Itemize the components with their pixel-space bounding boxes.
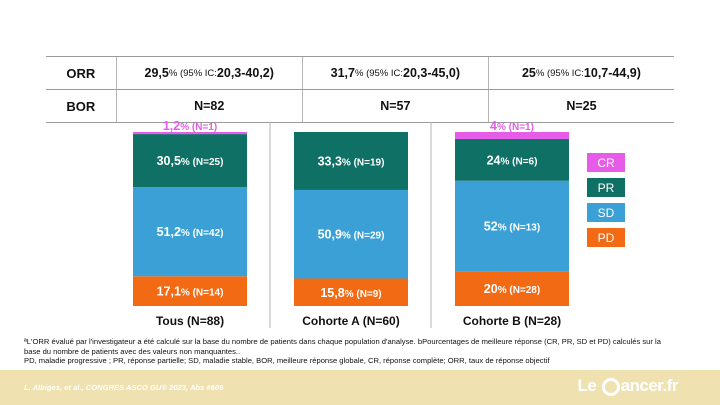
bar-segment-cr: [133, 132, 247, 135]
legend-label: CR: [597, 156, 615, 170]
data-label-count: % (N=1): [497, 122, 534, 133]
data-label-count: % (N=29): [342, 231, 385, 242]
table-row-bor: BOR N=82 N=57 N=25: [46, 90, 674, 123]
bor-cell-cohorte-b: N=25: [487, 90, 674, 122]
legend-swatch-pd: [587, 228, 625, 247]
bar-segment-pd: [294, 278, 408, 306]
data-label: 51,2% (N=42): [157, 225, 224, 239]
data-label-count: % (N=13): [498, 222, 541, 233]
bar-segment-pd: [455, 271, 569, 306]
data-label-value: 51,2: [157, 225, 181, 239]
data-label-value: 17,1: [157, 285, 181, 299]
orr-main: 29,5: [144, 66, 169, 80]
bar-segment-pd: [133, 276, 247, 306]
data-label: 50,9% (N=29): [318, 228, 385, 242]
site-logo: Le ancer.fr: [578, 376, 679, 396]
category-label: Cohorte A (N=60): [302, 314, 399, 328]
data-label: 52% (N=13): [484, 219, 540, 233]
data-label-value: 30,5: [157, 154, 181, 168]
legend-label: PD: [598, 231, 615, 245]
data-label-count: % (N=25): [181, 157, 224, 168]
bar-segment-cr: [455, 132, 569, 139]
summary-table: ORR 29,5% (95% IC: 20,3-40,2) 31,7% (95%…: [46, 56, 674, 123]
bor-cell-tous: N=82: [115, 90, 302, 122]
orr-main: 25: [521, 66, 536, 80]
bar-segment-pr: [133, 134, 247, 188]
data-label-count: % (N=14): [181, 288, 224, 299]
data-label-count: % (N=42): [181, 228, 224, 239]
footnotes: ªL'ORR évalué par l'investigateur a été …: [24, 337, 696, 366]
category-label: Cohorte B (N=28): [463, 314, 561, 328]
data-label-value: 15,8: [320, 286, 344, 300]
orr-cell-tous: 29,5% (95% IC: 20,3-40,2): [115, 57, 302, 89]
data-label-value: 33,3: [318, 154, 342, 168]
data-label-count: % (N=6): [500, 156, 537, 167]
legend-swatch-cr: [587, 153, 625, 172]
data-label: 30,5% (N=25): [157, 154, 224, 168]
orr-ci: 10,7-44,9): [583, 66, 641, 80]
data-label-count: % (N=28): [498, 285, 541, 296]
bar-segment-sd: [455, 180, 569, 272]
data-label-count: % (N=9): [345, 289, 382, 300]
data-label-value: 1,2: [163, 119, 180, 133]
data-label: 33,3% (N=19): [318, 154, 385, 168]
logo-c-icon: [601, 378, 620, 396]
data-label: 20% (N=28): [484, 282, 540, 296]
orr-cell-cohorte-b: 25% (95% IC: 10,7-44,9): [487, 57, 674, 89]
legend-swatch-sd: [587, 203, 625, 222]
bar-segment-pr: [294, 132, 408, 190]
legend-label: PR: [598, 181, 615, 195]
bar-segment-sd: [294, 189, 408, 279]
footnote-line: base du nombre de patients avec des vale…: [24, 346, 241, 356]
footer-bar: L. Albiges, et al., CONGRES ASCO GU® 202…: [0, 370, 720, 405]
stacked-bar-chart: 17,1% (N=14) 51,2% (N=42) 30,5% (N=25) 1,2%…: [133, 119, 625, 328]
legend-label: SD: [598, 206, 615, 220]
data-label-value: 52: [484, 219, 498, 233]
logo-text-post: ancer.fr: [620, 376, 679, 395]
logo-text-pre: Le: [577, 376, 601, 395]
data-label-count: % (N=1): [180, 122, 217, 133]
footnote-line: ªL'ORR évalué par l'investigateur a été …: [24, 337, 661, 346]
legend-swatch-pr: [587, 178, 625, 197]
data-label-value: 20: [484, 282, 498, 296]
orr-ci-prefix: % (95% IC:: [354, 67, 404, 79]
data-label: 15,8% (N=9): [320, 286, 381, 300]
row-header-orr: ORR: [66, 65, 96, 81]
orr-ci: 20,3-45,0): [403, 66, 461, 80]
category-label: Tous (N=88): [156, 314, 224, 328]
data-label-value: 4: [490, 119, 497, 133]
footnote-line: PD, maladie progressive ; PR, réponse pa…: [24, 356, 550, 366]
bar-segment-pr: [455, 138, 569, 181]
orr-ci: 20,3-40,2): [216, 66, 274, 80]
data-label-value: 50,9: [318, 228, 342, 242]
data-label: 1,2% (N=1): [163, 119, 217, 133]
orr-ci-prefix: % (95% IC:: [168, 67, 217, 79]
table-row-orr: ORR 29,5% (95% IC: 20,3-40,2) 31,7% (95%…: [46, 56, 674, 90]
data-label: 17,1% (N=14): [157, 285, 224, 299]
bor-cell-cohorte-a: N=57: [301, 90, 488, 122]
bar-segment-sd: [133, 187, 247, 277]
orr-main: 31,7: [330, 66, 355, 80]
row-header-bor: BOR: [66, 98, 96, 114]
citation: L. Albiges, et al., CONGRES ASCO GU® 202…: [24, 383, 224, 392]
orr-cell-cohorte-a: 31,7% (95% IC: 20,3-45,0): [301, 57, 488, 89]
data-label: 24% (N=6): [487, 153, 538, 167]
data-label-value: 24: [487, 153, 501, 167]
orr-ci-prefix: % (95% IC:: [535, 67, 584, 79]
data-label: 4% (N=1): [490, 119, 534, 133]
data-label-count: % (N=19): [342, 157, 385, 168]
